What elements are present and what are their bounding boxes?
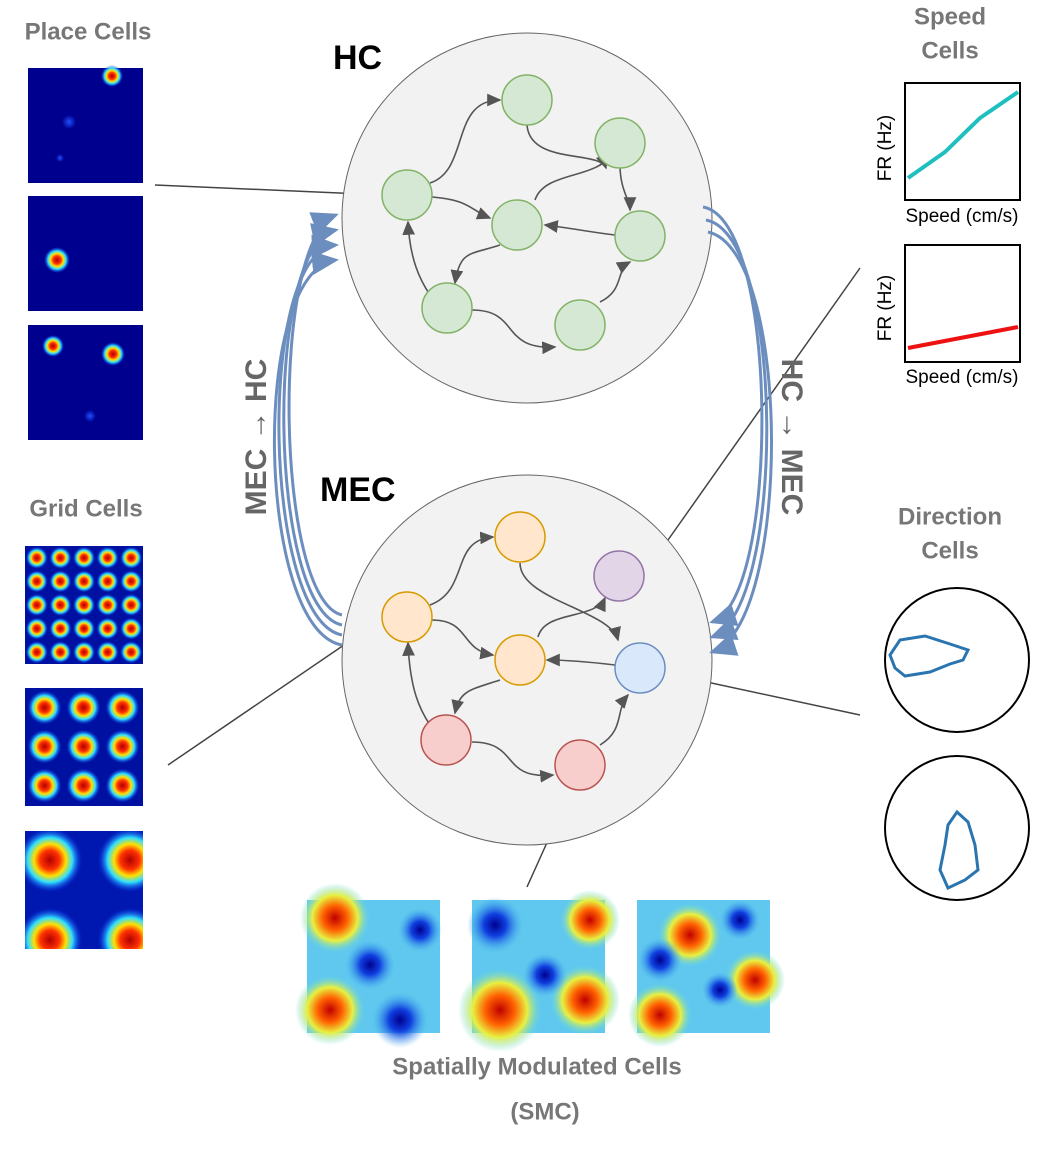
grid-maps xyxy=(25,546,143,949)
hc-to-mec-label: HC → MEC xyxy=(775,359,808,516)
x-axis-label: Speed (cm/s) xyxy=(906,206,1019,227)
y-axis-label: FR (Hz) xyxy=(875,275,896,341)
direction-cells-title: Direction xyxy=(898,503,1002,530)
y-axis-label: FR (Hz) xyxy=(875,115,896,181)
hc-label: HC xyxy=(333,39,382,77)
mec-label: MEC xyxy=(320,471,396,509)
direction-cells-title: Cells xyxy=(921,537,978,564)
place-cells-title: Place Cells xyxy=(25,18,152,45)
grid-cells-title: Grid Cells xyxy=(29,495,142,522)
smc-title: Spatially Modulated Cells xyxy=(392,1053,681,1080)
hc-nodes xyxy=(381,74,666,351)
mec-nodes xyxy=(381,511,666,791)
speed-plots xyxy=(904,82,1021,363)
smc-maps xyxy=(295,883,785,1052)
direction-plots xyxy=(884,587,1030,901)
smc-subtitle: (SMC) xyxy=(510,1098,579,1125)
x-axis-label: Speed (cm/s) xyxy=(906,367,1019,388)
pathway-arrows xyxy=(273,205,773,656)
mec-edges xyxy=(402,531,630,783)
mec-to-hc-label: MEC → HC xyxy=(240,359,273,516)
hc-edges xyxy=(402,93,637,355)
speed-cells-title: Cells xyxy=(921,37,978,64)
place-maps xyxy=(28,65,143,440)
speed-cells-title: Speed xyxy=(914,3,986,30)
